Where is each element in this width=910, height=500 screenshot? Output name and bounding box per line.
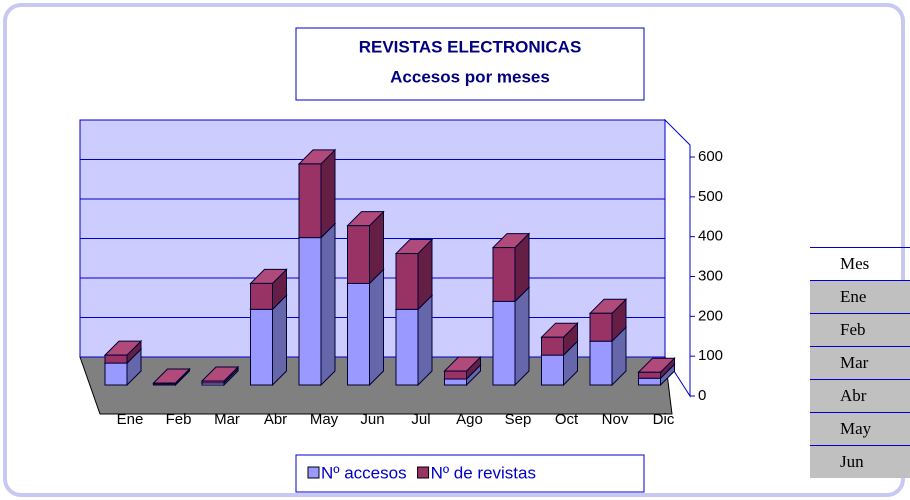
bar xyxy=(541,354,564,386)
x-tick-label: Dic xyxy=(653,411,675,428)
bar xyxy=(492,247,516,302)
x-tick-label: Sep xyxy=(505,411,532,428)
bar-side xyxy=(514,286,530,387)
bar xyxy=(250,308,273,386)
x-tick-label: Ago xyxy=(456,411,483,428)
bar xyxy=(347,225,370,284)
bar xyxy=(104,362,128,386)
bar xyxy=(104,354,128,364)
x-tick-label: Jun xyxy=(360,411,384,428)
chart-subtitle: Accesos por meses xyxy=(390,67,550,86)
table-header: Mes xyxy=(810,247,910,280)
y-tick-label: 400 xyxy=(698,228,723,245)
x-tick-label: Ene xyxy=(117,411,144,428)
bar xyxy=(250,282,273,310)
bar-side xyxy=(417,294,433,387)
bar-side xyxy=(320,148,336,239)
legend-swatch xyxy=(307,466,320,479)
x-tick-label: Nov xyxy=(602,411,629,428)
table: Mes Ene Feb Mar Abr May Jun xyxy=(810,247,910,478)
y-tick-label: 600 xyxy=(698,148,723,165)
table-cell: May xyxy=(810,412,910,445)
table-cell: Abr xyxy=(810,379,910,412)
bar xyxy=(541,336,564,356)
bar xyxy=(153,382,176,385)
bar xyxy=(589,312,613,342)
legend-label: Nº accesos xyxy=(321,463,407,482)
legend-swatch xyxy=(417,466,430,479)
legend-box xyxy=(295,454,645,493)
bar xyxy=(201,380,225,384)
bar-side xyxy=(272,294,287,387)
bar xyxy=(444,378,467,386)
bar xyxy=(298,163,322,239)
table-cell: Jun xyxy=(810,445,910,478)
bar xyxy=(395,308,419,386)
bar xyxy=(298,237,322,386)
side-wall xyxy=(664,118,691,398)
y-tick-label: 200 xyxy=(698,307,723,324)
y-tick-label: 300 xyxy=(698,267,723,284)
x-tick-label: Mar xyxy=(214,411,240,428)
x-tick-label: Jul xyxy=(411,411,430,428)
bar xyxy=(347,282,370,386)
y-tick-label: 500 xyxy=(698,188,723,205)
bar-side xyxy=(320,222,336,387)
table-cell: Feb xyxy=(810,313,910,346)
bar xyxy=(444,370,467,380)
x-tick-label: Oct xyxy=(555,411,579,428)
table-cell: Ene xyxy=(810,280,910,313)
bar-side xyxy=(369,268,384,387)
bar xyxy=(638,377,661,386)
y-tick-label: 0 xyxy=(698,387,706,404)
x-tick-label: Feb xyxy=(166,411,192,428)
bar xyxy=(589,340,613,386)
title-box xyxy=(295,27,645,101)
bar xyxy=(638,371,661,379)
chart-title: REVISTAS ELECTRONICAS xyxy=(359,37,582,56)
table-cell: Mar xyxy=(810,346,910,379)
y-tick-label: 100 xyxy=(698,347,723,364)
x-tick-label: May xyxy=(310,411,339,428)
bar xyxy=(492,300,516,386)
bar xyxy=(395,253,419,310)
x-tick-label: Abr xyxy=(264,411,287,428)
legend-label: Nº de revistas xyxy=(431,463,536,482)
